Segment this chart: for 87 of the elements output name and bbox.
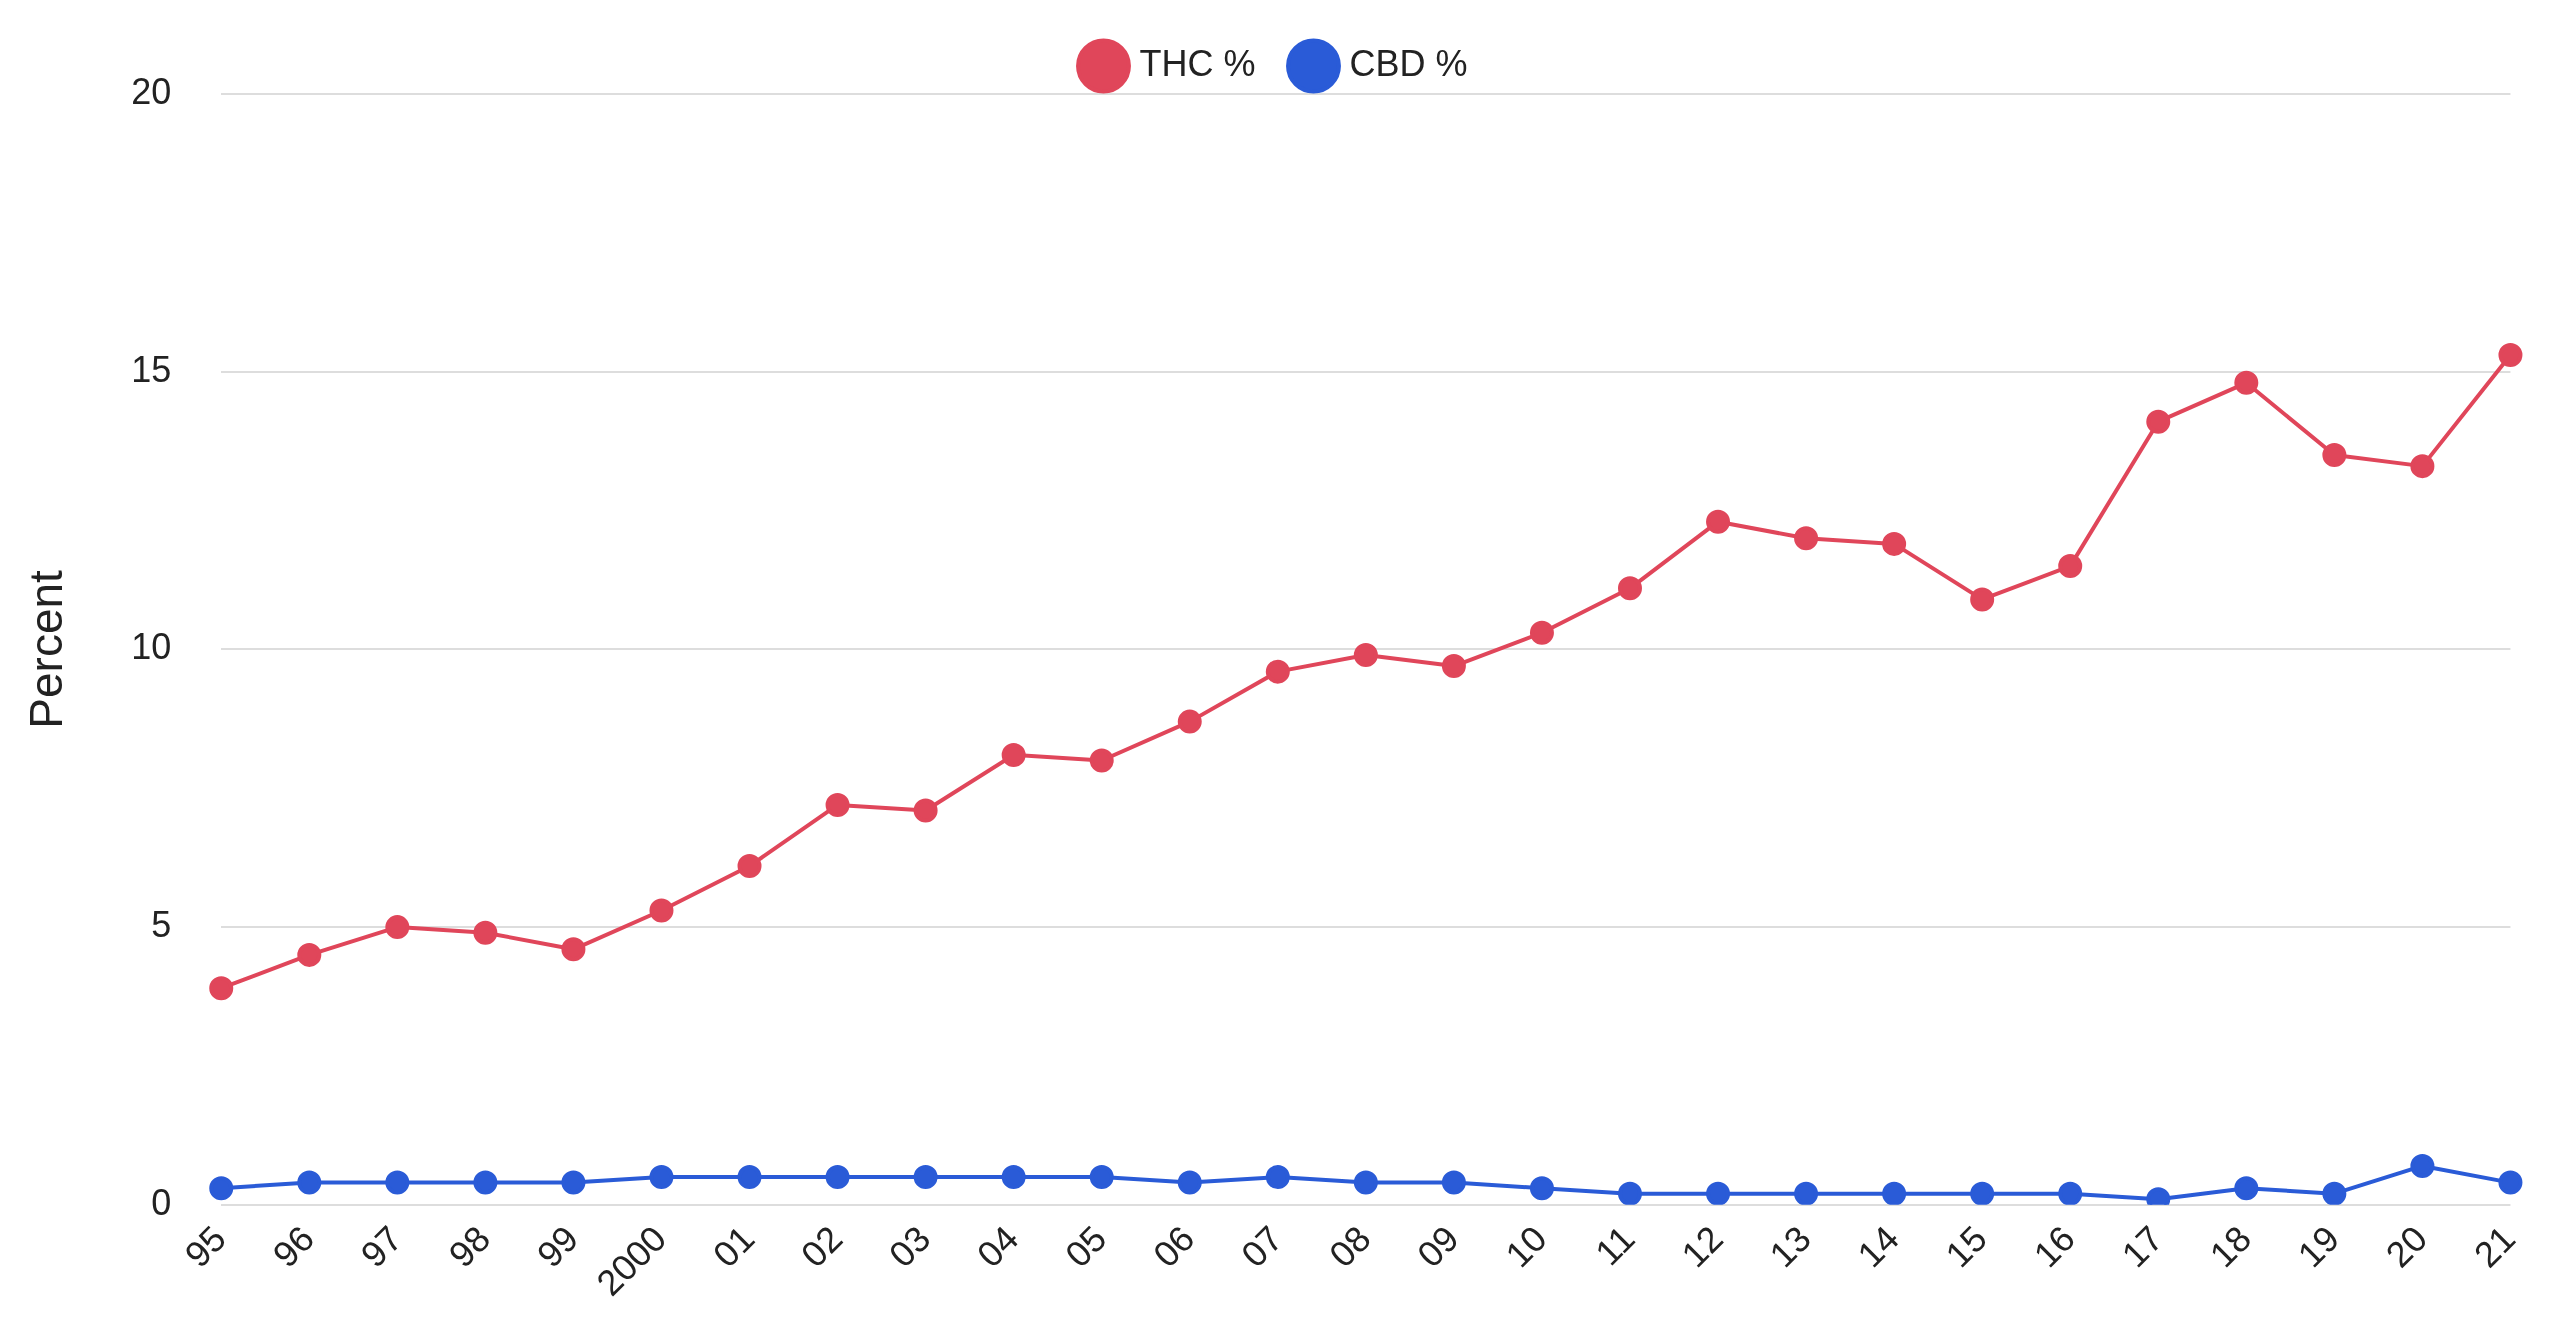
- point: [1177, 1170, 1202, 1195]
- point: [649, 1165, 674, 1190]
- point: [825, 1165, 850, 1190]
- x-tick-label: 13: [1761, 1217, 1819, 1276]
- point: [561, 1170, 586, 1195]
- x-tick-label: 16: [2025, 1217, 2083, 1276]
- legend-label: CBD %: [1349, 42, 1468, 84]
- x-tick-label: 01: [704, 1217, 763, 1276]
- point: [1706, 1181, 1731, 1205]
- x-tick-label: 20: [2377, 1217, 2436, 1276]
- point: [1001, 742, 1026, 767]
- x-tick-label: 02: [792, 1217, 851, 1276]
- point: [385, 1170, 410, 1195]
- point: [1529, 1176, 1554, 1201]
- point: [297, 942, 322, 967]
- x-tick-label: 05: [1057, 1217, 1115, 1276]
- point: [2410, 454, 2435, 479]
- point: [561, 937, 586, 962]
- x-tick-label: 03: [880, 1217, 939, 1276]
- point: [209, 1176, 234, 1201]
- x-tick-label: 12: [1673, 1217, 1731, 1276]
- point: [737, 1165, 762, 1190]
- point: [1265, 1165, 1290, 1190]
- point: [2498, 343, 2523, 368]
- point: [1353, 1170, 1378, 1195]
- point: [1001, 1165, 1026, 1190]
- point: [1970, 1181, 1995, 1205]
- point: [1970, 587, 1995, 612]
- x-tick-label: 95: [176, 1217, 234, 1276]
- x-tick-label: 08: [1321, 1217, 1379, 1276]
- point: [1089, 1165, 1114, 1190]
- point: [209, 976, 234, 1001]
- point: [385, 915, 410, 940]
- x-tick-label: 21: [2465, 1217, 2524, 1276]
- y-tick-label: 15: [131, 348, 172, 390]
- point: [1882, 1181, 1907, 1205]
- x-tick-label: 99: [528, 1217, 587, 1276]
- point: [649, 898, 674, 923]
- point: [473, 920, 498, 945]
- x-tick-label: 97: [352, 1217, 411, 1276]
- y-tick-label: 0: [151, 1181, 172, 1223]
- point: [2234, 1176, 2259, 1201]
- x-tick-label: 11: [1587, 1217, 1643, 1274]
- x-tick-label: 19: [2289, 1217, 2348, 1276]
- x-tick-label: 15: [1937, 1217, 1995, 1276]
- point: [1265, 659, 1290, 684]
- x-tick-label: 17: [2113, 1217, 2171, 1276]
- y-tick-label: 10: [131, 626, 172, 668]
- y-tick-label: 5: [151, 904, 172, 946]
- point: [913, 1165, 938, 1190]
- y-axis-title: Percent: [20, 569, 73, 729]
- point: [1441, 1170, 1466, 1195]
- x-tick-label: 04: [969, 1217, 1027, 1276]
- x-tick-label: 09: [1409, 1217, 1467, 1276]
- point: [2234, 370, 2259, 395]
- point: [2322, 1181, 2347, 1205]
- point: [2058, 554, 2083, 579]
- x-tick-label: 96: [264, 1217, 322, 1276]
- point: [2410, 1153, 2435, 1178]
- point: [1882, 531, 1907, 556]
- x-tick-label: 98: [440, 1217, 499, 1276]
- point: [1177, 709, 1202, 734]
- point: [913, 798, 938, 823]
- point: [1089, 748, 1114, 773]
- point: [1441, 654, 1466, 679]
- point: [297, 1170, 322, 1195]
- point: [2322, 443, 2347, 468]
- legend-label: THC %: [1139, 42, 1256, 84]
- point: [1529, 620, 1554, 645]
- point: [2146, 409, 2171, 434]
- point: [825, 792, 850, 817]
- x-tick-label: 06: [1145, 1217, 1203, 1276]
- point: [1706, 509, 1731, 534]
- y-tick-label: 20: [131, 70, 172, 112]
- point: [1353, 642, 1378, 667]
- point: [1794, 526, 1819, 551]
- x-tick-label: 14: [1849, 1217, 1907, 1276]
- x-tick-label: 07: [1233, 1217, 1291, 1276]
- point: [1794, 1181, 1819, 1205]
- point: [737, 854, 762, 879]
- point: [1617, 576, 1642, 601]
- x-tick-label: 10: [1497, 1217, 1555, 1276]
- point: [2058, 1181, 2083, 1205]
- x-tick-label: 18: [2201, 1217, 2259, 1276]
- point: [473, 1170, 498, 1195]
- point: [1617, 1181, 1642, 1205]
- point: [2498, 1170, 2523, 1195]
